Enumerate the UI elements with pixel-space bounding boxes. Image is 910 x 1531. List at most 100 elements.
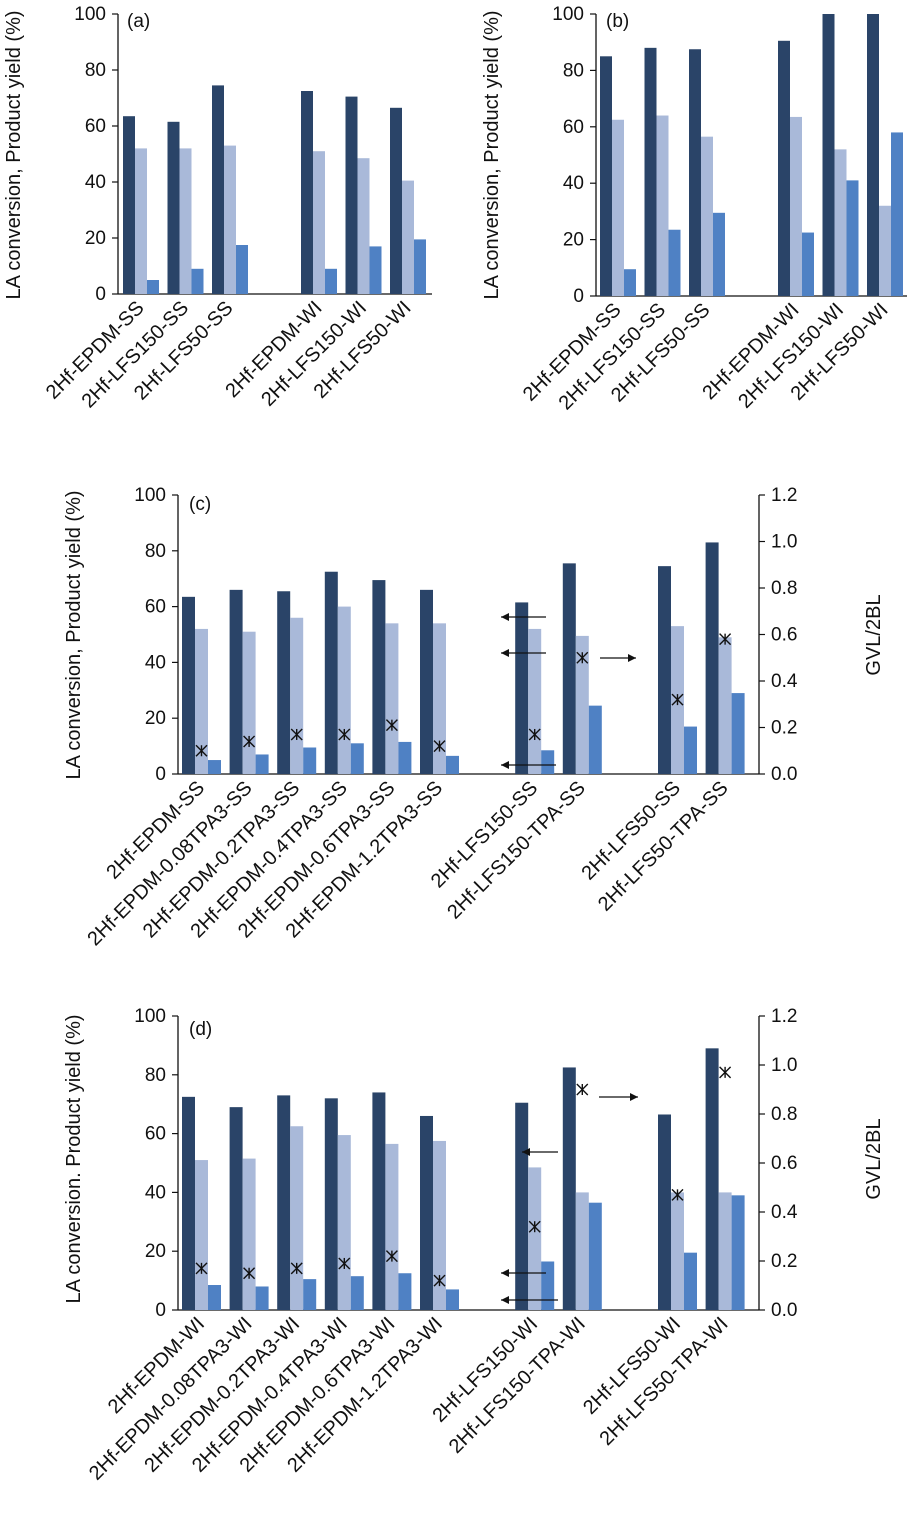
y2-axis-title: GVL/2BL (863, 1118, 885, 1199)
bar-yield_mid (541, 1261, 555, 1310)
y-tick-label: 80 (85, 60, 106, 81)
bar-yield_light (433, 623, 446, 774)
bar-conversion (689, 49, 701, 296)
y-tick-label: 0 (155, 764, 166, 785)
arrow-head (501, 1269, 509, 1277)
left-arrow (501, 1296, 558, 1304)
bar-yield_light (290, 617, 304, 774)
bar-yield_mid (369, 246, 382, 294)
y2-tick-label: 0.6 (771, 625, 797, 646)
y2-tick-label: 0.4 (771, 671, 798, 692)
bar-conversion (705, 1048, 719, 1310)
y-tick-label: 100 (134, 485, 166, 506)
bar-conversion (182, 1096, 195, 1310)
arrow-head (501, 761, 509, 769)
bar-yield_mid (255, 754, 269, 774)
y-tick-label: 40 (145, 1182, 166, 1203)
y-tick-label: 80 (145, 1065, 166, 1086)
ratio-marker (576, 651, 589, 664)
bar-conversion (515, 602, 529, 774)
y2-tick-label: 1.0 (771, 1055, 797, 1076)
arrow-head (501, 613, 509, 621)
y2-tick-label: 0.4 (771, 1202, 798, 1223)
bar-conversion (182, 596, 195, 774)
bar-yield_light (242, 1158, 256, 1310)
y-tick-label: 100 (134, 1006, 166, 1027)
y-tick-label: 60 (145, 1124, 166, 1145)
y-tick-label: 20 (85, 228, 106, 249)
bar-yield_mid (731, 1195, 745, 1310)
bar-yield_mid (446, 1289, 459, 1310)
bar-yield_mid (588, 1202, 602, 1310)
bar-yield_light (385, 1143, 399, 1310)
y-tick-label: 60 (85, 116, 106, 137)
y-tick-label: 60 (145, 597, 166, 618)
y-tick-label: 60 (563, 117, 584, 138)
bar-conversion (658, 566, 671, 774)
y-axis-title: LA conversion. Product yield (%) (63, 1014, 85, 1303)
y-tick-label: 20 (145, 1241, 166, 1262)
bar-conversion (867, 14, 879, 296)
ratio-marker (290, 728, 303, 741)
ratio-marker (243, 735, 256, 748)
ratio-marker (719, 633, 732, 646)
bar-conversion (515, 1102, 529, 1310)
bar-yield_light (179, 148, 192, 294)
bar-conversion (123, 116, 135, 294)
y-tick-label: 0 (155, 1300, 166, 1321)
y-tick-label: 40 (85, 172, 106, 193)
bar-yield_light (337, 1135, 351, 1310)
y2-tick-label: 0.8 (771, 1104, 797, 1125)
bar-yield_light (528, 628, 542, 774)
y2-tick-label: 1.2 (771, 485, 797, 506)
bar-yield_light (718, 1192, 732, 1310)
left-arrow (522, 1148, 558, 1156)
bar-yield_light (402, 180, 414, 294)
bar-conversion (705, 542, 719, 774)
bar-yield_mid (624, 269, 636, 296)
y-tick-label: 40 (145, 652, 166, 673)
bar-yield_light (671, 1192, 684, 1310)
bar-yield_light (313, 151, 325, 294)
y2-tick-label: 0.8 (771, 578, 797, 599)
bar-yield_light (135, 148, 147, 294)
bar-yield_light (575, 1192, 589, 1310)
bar-yield_light (224, 145, 236, 294)
chart-panel-a: 0 20 40 60 80 100 LA conversion, Product yield… (3, 4, 432, 412)
bar-yield_mid (147, 280, 159, 294)
bar-yield_mid (846, 180, 859, 296)
y-axis-title: LA conversion, Product yield (%) (3, 10, 25, 299)
arrow-head (501, 1296, 509, 1304)
bar-yield_mid (684, 1252, 697, 1310)
y-tick-label: 20 (145, 708, 166, 729)
bar-yield_mid (236, 245, 248, 294)
bar-yield_mid (303, 1279, 317, 1310)
ratio-marker (576, 1083, 589, 1096)
y-tick-label: 0 (573, 286, 584, 307)
bar-yield_light (834, 149, 847, 296)
ratio-marker (338, 1257, 351, 1270)
ratio-marker (433, 740, 446, 753)
ratio-marker (719, 1066, 732, 1079)
bar-yield_light (433, 1140, 446, 1310)
bar-yield_light (879, 205, 891, 296)
chart-panel-b: 0 20 40 60 80 100 LA conversion, Product yield… (481, 4, 907, 414)
ratio-marker (385, 1250, 398, 1263)
bar-conversion (301, 91, 313, 294)
ratio-marker (671, 1188, 684, 1201)
bar-yield_mid (802, 232, 814, 296)
bar-conversion (372, 580, 386, 774)
bar-conversion (212, 85, 224, 295)
arrow-head (630, 1093, 638, 1101)
right-arrow (600, 654, 636, 662)
bar-yield_mid (398, 1273, 412, 1310)
chart-panel-c: 0 20 40 60 80 100 0.0 0.2 0.4 0.6 0.8 1.0 1.2 GVL/2BL… (63, 485, 885, 950)
ratio-marker (385, 719, 398, 732)
bar-yield_light (357, 158, 370, 294)
left-arrow (501, 613, 546, 621)
bar-conversion (229, 589, 243, 774)
right-arrow (599, 1093, 638, 1101)
y2-tick-label: 0.0 (771, 1300, 797, 1321)
bar-conversion (420, 589, 433, 774)
